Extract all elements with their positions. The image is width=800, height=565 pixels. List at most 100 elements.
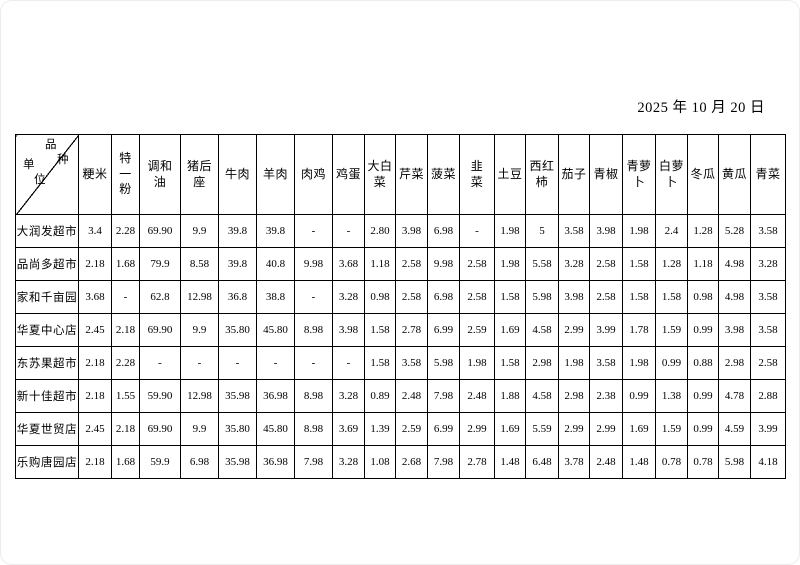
price-cell: 1.28 xyxy=(687,214,719,249)
price-cell: 45.80 xyxy=(256,313,295,348)
price-cell: 9.9 xyxy=(180,412,219,447)
price-cell: 0.98 xyxy=(364,280,396,315)
price-cell: 5.98 xyxy=(427,346,460,381)
price-cell: 8.98 xyxy=(294,313,333,348)
corner-char-pin: 品 xyxy=(45,139,57,151)
price-cell: 3.58 xyxy=(750,214,786,249)
price-cell: 1.39 xyxy=(364,412,396,447)
table-row: 乐购唐园店 2.18 1.68 59.9 6.98 35.98 36.98 7.98 3.28 1… xyxy=(15,445,786,480)
price-cell: 0.98 xyxy=(687,280,719,315)
price-cell: 2.48 xyxy=(459,379,495,414)
price-cell: 2.99 xyxy=(558,412,590,447)
price-cell: 1.38 xyxy=(655,379,688,414)
corner-char-wei: 位 xyxy=(34,174,46,186)
price-cell: - xyxy=(180,346,219,381)
price-cell: 7.98 xyxy=(427,379,460,414)
price-cell: 2.48 xyxy=(589,445,623,480)
price-cell: 3.4 xyxy=(78,214,112,249)
price-cell: 1.08 xyxy=(364,445,396,480)
price-cell: 2.98 xyxy=(525,346,559,381)
price-cell: 3.98 xyxy=(395,214,428,249)
price-cell: 4.78 xyxy=(718,379,751,414)
price-cell: 1.58 xyxy=(622,280,656,315)
column-header: 调和 油 xyxy=(139,133,181,216)
price-cell: - xyxy=(294,346,333,381)
price-cell: 36.98 xyxy=(256,445,295,480)
price-cell: 1.58 xyxy=(364,346,396,381)
price-cell: 79.9 xyxy=(139,247,181,282)
price-cell: 35.98 xyxy=(218,445,257,480)
price-cell: 2.58 xyxy=(589,280,623,315)
price-cell: 2.98 xyxy=(558,379,590,414)
price-cell: 2.38 xyxy=(589,379,623,414)
price-cell: 3.28 xyxy=(332,280,365,315)
price-cell: 1.98 xyxy=(459,346,495,381)
price-cell: 2.78 xyxy=(459,445,495,480)
price-cell: 2.28 xyxy=(111,346,140,381)
price-cell: 0.89 xyxy=(364,379,396,414)
price-cell: 35.98 xyxy=(218,379,257,414)
price-cell: 45.80 xyxy=(256,412,295,447)
corner-char-dan: 单 xyxy=(23,159,35,171)
price-cell: 2.59 xyxy=(459,313,495,348)
corner-cell: 品 种 单 位 xyxy=(15,133,79,216)
report-date: 2025 年 10 月 20 日 xyxy=(637,100,765,116)
price-cell: 3.98 xyxy=(332,313,365,348)
price-cell: 5.28 xyxy=(718,214,751,249)
column-header: 茄子 xyxy=(558,133,590,216)
price-cell: 3.99 xyxy=(589,313,623,348)
column-header: 青椒 xyxy=(589,133,623,216)
column-header: 肉鸡 xyxy=(294,133,333,216)
price-cell: 0.78 xyxy=(655,445,688,480)
row-label: 品尚多超市 xyxy=(15,247,79,282)
price-cell: 5.58 xyxy=(525,247,559,282)
price-cell: - xyxy=(294,280,333,315)
column-header: 西红 柿 xyxy=(525,133,559,216)
row-label: 家和千亩园 xyxy=(15,280,79,315)
price-cell: 3.69 xyxy=(332,412,365,447)
price-cell: 1.98 xyxy=(494,214,526,249)
price-cell: 2.99 xyxy=(558,313,590,348)
row-label: 乐购唐园店 xyxy=(15,445,79,480)
table-row: 大润发超市 3.4 2.28 69.90 9.9 39.8 39.8- -2.80 3.98 6.… xyxy=(15,214,786,249)
price-cell: 2.58 xyxy=(395,280,428,315)
price-cell: 5.98 xyxy=(718,445,751,480)
price-cell: 59.9 xyxy=(139,445,181,480)
price-cell: 1.18 xyxy=(364,247,396,282)
price-cell: 69.90 xyxy=(139,313,181,348)
table-row: 华夏中心店 2.45 2.18 69.90 9.9 35.80 45.80 8.98 3.98 1… xyxy=(15,313,786,348)
price-cell: 3.58 xyxy=(589,346,623,381)
price-cell: 2.59 xyxy=(395,412,428,447)
price-cell: 69.90 xyxy=(139,214,181,249)
column-header: 青菜 xyxy=(750,133,786,216)
price-cell: 6.98 xyxy=(427,214,460,249)
price-cell: 9.98 xyxy=(427,247,460,282)
price-cell: 3.68 xyxy=(78,280,112,315)
price-cell: 2.45 xyxy=(78,313,112,348)
price-cell: 2.45 xyxy=(78,412,112,447)
price-cell: 0.99 xyxy=(687,379,719,414)
price-cell: - xyxy=(218,346,257,381)
price-cell: 2.28 xyxy=(111,214,140,249)
price-cell: 38.8 xyxy=(256,280,295,315)
price-cell: 1.78 xyxy=(622,313,656,348)
price-cell: 0.78 xyxy=(687,445,719,480)
price-cell: 2.18 xyxy=(78,445,112,480)
price-cell: - xyxy=(332,214,365,249)
price-cell: 6.98 xyxy=(180,445,219,480)
price-cell: 39.8 xyxy=(256,214,295,249)
price-cell: 2.48 xyxy=(395,379,428,414)
price-cell: 36.8 xyxy=(218,280,257,315)
column-header: 猪后 座 xyxy=(180,133,219,216)
column-header: 冬瓜 xyxy=(687,133,719,216)
price-cell: 3.78 xyxy=(558,445,590,480)
price-cell: 8.98 xyxy=(294,379,333,414)
price-cell: 2.99 xyxy=(589,412,623,447)
price-cell: 9.9 xyxy=(180,214,219,249)
price-cell: 3.68 xyxy=(332,247,365,282)
price-cell: 2.99 xyxy=(459,412,495,447)
column-header: 特 一 粉 xyxy=(111,133,140,216)
price-cell: 3.98 xyxy=(718,313,751,348)
price-cell: 1.28 xyxy=(655,247,688,282)
